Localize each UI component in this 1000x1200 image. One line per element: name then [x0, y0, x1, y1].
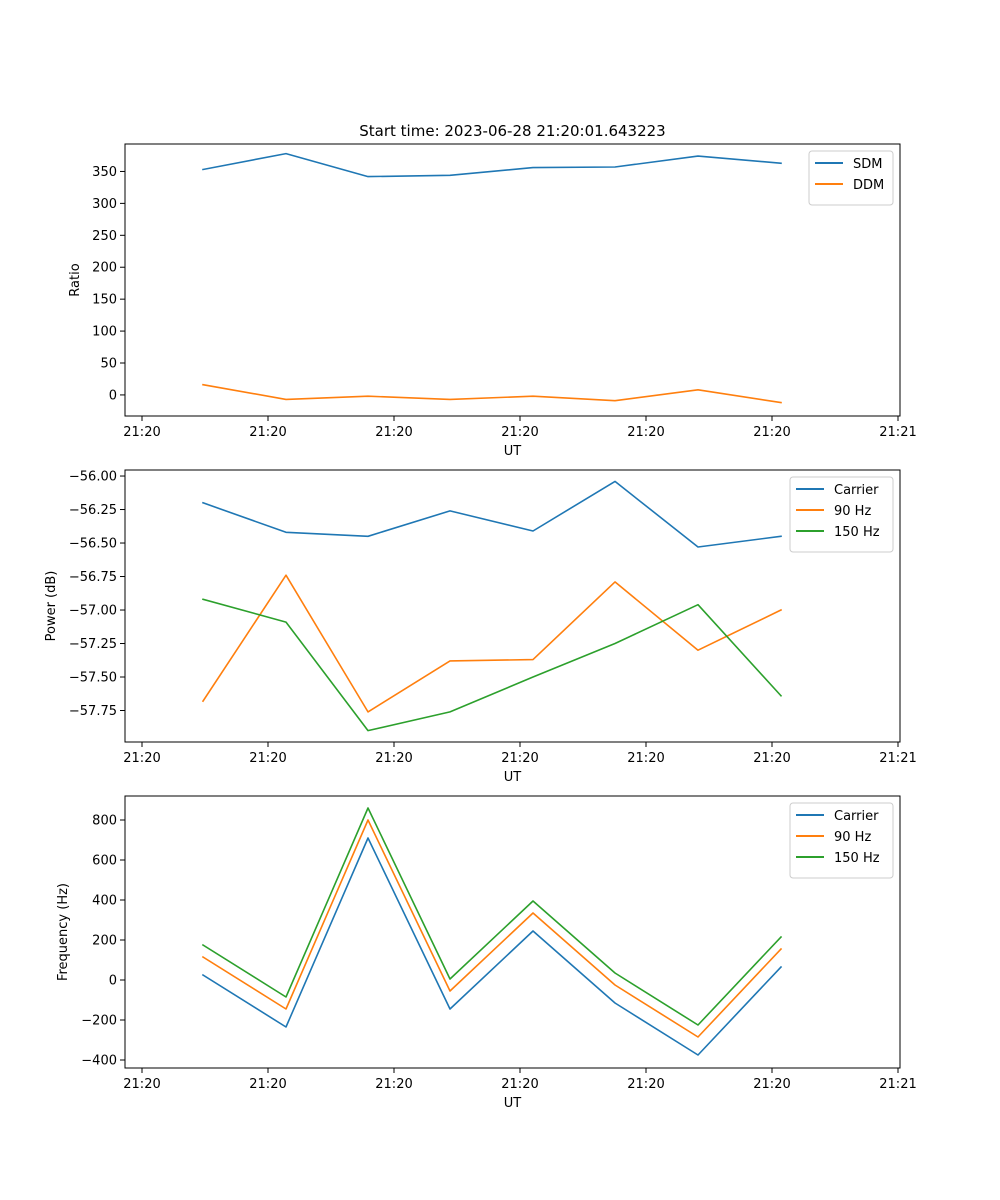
series-line-90-hz	[201, 574, 783, 713]
legend: Carrier 90 Hz 150 Hz	[789, 802, 894, 879]
x-tick-label: 21:20	[501, 425, 538, 440]
legend-label: 90 Hz	[834, 830, 871, 845]
y-axis-label: Power (dB)	[44, 571, 59, 642]
axes-frame	[124, 795, 901, 1069]
series-line-carrier	[201, 480, 782, 548]
chart-panel-2: 21:20 21:20 21:20 21:20 21:20 21:20 21:21 −57.7…	[44, 469, 917, 785]
legend-label: 150 Hz	[834, 525, 880, 540]
series-line-ddm	[202, 383, 782, 404]
y-tick-label: −56.75	[69, 570, 117, 585]
axes-frame	[124, 469, 901, 743]
x-axis-label: UT	[504, 770, 522, 785]
legend-label: 90 Hz	[834, 504, 871, 519]
legend-box	[789, 802, 894, 879]
figure-title: Start time: 2023-06-28 21:20:01.643223	[359, 122, 665, 140]
legend-box	[789, 476, 894, 553]
x-tick-label: 21:20	[627, 1077, 664, 1092]
x-tick-label: 21:20	[753, 425, 790, 440]
x-tick-label: 21:20	[123, 1077, 160, 1092]
y-tick-label: −56.50	[69, 537, 117, 552]
legend-label: Carrier	[834, 809, 879, 824]
y-tick-label: −57.00	[69, 604, 117, 619]
x-tick-label: 21:20	[249, 751, 286, 766]
x-tick-label: 21:21	[879, 1077, 916, 1092]
y-tick-label: −56.25	[69, 503, 117, 518]
y-tick-label: 50	[100, 357, 117, 372]
x-axis-label: UT	[504, 1096, 522, 1111]
y-tick-label: 100	[92, 325, 117, 340]
legend-label: 150 Hz	[834, 851, 880, 866]
y-tick-label: 200	[92, 934, 117, 949]
x-tick-label: 21:20	[627, 425, 664, 440]
x-tick-label: 21:20	[123, 751, 160, 766]
axes-frame	[124, 143, 901, 417]
y-tick-label: 600	[92, 854, 117, 869]
x-tick-label: 21:20	[375, 1077, 412, 1092]
x-tick-label: 21:20	[627, 751, 664, 766]
x-tick-label: 21:20	[249, 425, 286, 440]
y-tick-label: 150	[92, 293, 117, 308]
legend-label: SDM	[853, 157, 882, 172]
legend-box	[808, 150, 894, 206]
series-line-sdm	[202, 152, 782, 178]
x-tick-label: 21:20	[375, 751, 412, 766]
x-axis-label: UT	[504, 444, 522, 459]
y-tick-label: 200	[92, 261, 117, 276]
x-tick-label: 21:20	[501, 1077, 538, 1092]
y-tick-label: 400	[92, 894, 117, 909]
y-tick-label: 250	[92, 229, 117, 244]
x-tick-label: 21:21	[879, 751, 916, 766]
legend: Carrier 90 Hz 150 Hz	[789, 476, 894, 553]
y-tick-label: 800	[92, 814, 117, 829]
y-tick-label: 300	[92, 197, 117, 212]
y-tick-label: −400	[81, 1054, 117, 1069]
series-line-90-hz	[201, 819, 783, 1038]
x-tick-label: 21:20	[753, 1077, 790, 1092]
legend: SDM DDM	[808, 150, 894, 206]
legend-label: DDM	[853, 178, 884, 193]
x-tick-label: 21:21	[879, 425, 916, 440]
x-tick-label: 21:20	[249, 1077, 286, 1092]
chart-panel-1: 21:20 21:20 21:20 21:20 21:20 21:20 21:21 0 50 10…	[68, 143, 917, 459]
y-tick-label: −57.75	[69, 704, 117, 719]
y-axis-label: Frequency (Hz)	[56, 883, 71, 981]
y-axis-label: Ratio	[68, 263, 83, 296]
y-tick-label: 0	[109, 974, 117, 989]
y-tick-label: −200	[81, 1014, 117, 1029]
legend-label: Carrier	[834, 483, 879, 498]
x-tick-label: 21:20	[375, 425, 412, 440]
x-tick-label: 21:20	[501, 751, 538, 766]
y-tick-label: −57.50	[69, 671, 117, 686]
y-tick-label: 350	[92, 165, 117, 180]
y-tick-label: 0	[109, 388, 117, 403]
series-line-150-hz	[202, 598, 783, 732]
y-tick-label: −57.25	[69, 637, 117, 652]
y-tick-label: −56.00	[69, 470, 117, 485]
series-line-carrier	[201, 837, 783, 1056]
series-line-150-hz	[201, 807, 783, 1026]
chart-panel-3: 21:20 21:20 21:20 21:20 21:20 21:20 21:21 −400 −…	[56, 795, 917, 1111]
x-tick-label: 21:20	[753, 751, 790, 766]
x-tick-label: 21:20	[123, 425, 160, 440]
